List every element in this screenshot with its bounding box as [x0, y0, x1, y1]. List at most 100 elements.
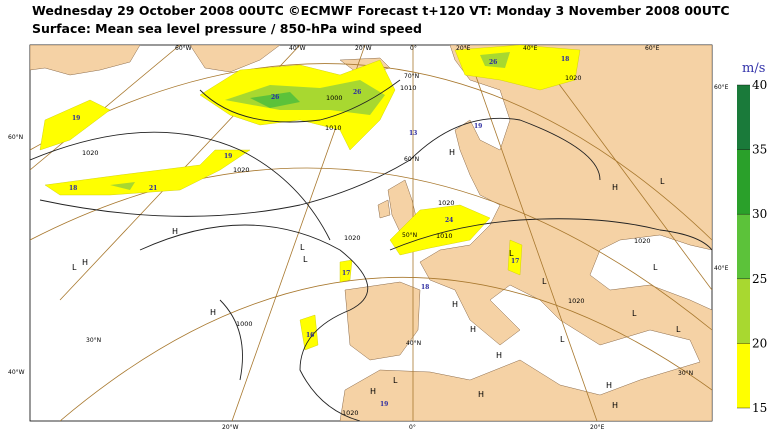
- longitude-label: 40°E: [523, 45, 538, 52]
- meridian: [529, 45, 712, 291]
- wind-area: [480, 52, 510, 68]
- isobar-label: 1020: [565, 74, 582, 82]
- isobar-label: 1020: [438, 199, 455, 207]
- meridian: [464, 45, 598, 421]
- wind-label: 17: [511, 258, 519, 265]
- wind-label: 24: [445, 217, 453, 224]
- longitude-label: 20°E: [590, 424, 605, 431]
- parallel: [30, 167, 712, 331]
- colorbar-label: 25: [752, 272, 767, 286]
- high-low: H: [606, 381, 612, 390]
- colorbar-label: 35: [752, 143, 767, 157]
- isobar: [389, 218, 712, 251]
- latitude-label: 70°N: [404, 73, 419, 80]
- longitude-label: 0°: [410, 45, 417, 52]
- high-low: L: [393, 376, 398, 385]
- colorbar-label: 30: [752, 207, 767, 221]
- high-low: L: [560, 335, 565, 344]
- latitude-label: 40°W: [8, 369, 25, 376]
- isobar-label: 1020: [568, 297, 585, 305]
- wind-label: 17: [342, 270, 350, 277]
- high-low: L: [632, 309, 637, 318]
- wind-area: [339, 259, 353, 283]
- land: [339, 45, 712, 421]
- wind-area: [44, 149, 251, 196]
- isobar-label: 1000: [326, 94, 343, 102]
- wind-area: [39, 99, 111, 151]
- high-low: L: [660, 177, 665, 186]
- wind-label: 26: [489, 59, 497, 66]
- isobar: [219, 299, 243, 381]
- wind-area: [110, 182, 135, 190]
- wind-label: 21: [149, 185, 157, 192]
- wind-label: 19: [474, 123, 482, 130]
- high-low: L: [300, 243, 305, 252]
- parallel: [59, 276, 712, 421]
- map-content: [30, 45, 712, 421]
- high-low: L: [509, 249, 514, 258]
- isobar-label: 1020: [342, 409, 359, 417]
- wind-label: 26: [271, 94, 279, 101]
- colorbar-band: [737, 85, 750, 150]
- land: [30, 45, 141, 76]
- high-low: H: [210, 308, 216, 317]
- longitude-label: 0°: [409, 424, 416, 431]
- isobar-label: 1020: [344, 234, 361, 242]
- colorbar-band: [737, 343, 750, 408]
- longitude-label: 60°E: [714, 84, 729, 91]
- high-low: H: [172, 227, 178, 236]
- longitude-label: 20°E: [456, 45, 471, 52]
- wind-area: [225, 80, 385, 115]
- latitude-label: 30°N: [86, 337, 101, 344]
- wind-area: [299, 314, 319, 351]
- wind-label: 19: [224, 153, 232, 160]
- wind-label: 16: [306, 332, 314, 339]
- high-low: H: [478, 390, 484, 399]
- isobar-label: 1010: [325, 124, 342, 132]
- wind-label: 18: [421, 284, 429, 291]
- longitude-label: 60°W: [175, 45, 192, 52]
- colorbar-band: [737, 149, 750, 215]
- wind-area: [507, 239, 523, 276]
- high-low: L: [653, 263, 658, 272]
- high-low: H: [612, 183, 618, 192]
- latitude-label: 60°N: [404, 156, 419, 163]
- high-low: L: [676, 325, 681, 334]
- isobar-label: 1020: [634, 237, 651, 245]
- high-low: H: [470, 325, 476, 334]
- land: [344, 281, 421, 361]
- high-low: L: [303, 255, 308, 264]
- colorbar-band: [737, 214, 750, 279]
- high-low: H: [496, 351, 502, 360]
- isobar: [199, 79, 401, 123]
- title: Wednesday 29 October 2008 00UTC ©ECMWF F…: [32, 3, 730, 18]
- longitude-label: 20°W: [355, 45, 372, 52]
- colorbar-label: 40: [752, 78, 767, 92]
- isobar-label: 1010: [436, 232, 453, 240]
- wind-label: 13: [409, 130, 417, 137]
- longitude-label: 40°W: [289, 45, 306, 52]
- longitude-label: 60°E: [645, 45, 660, 52]
- latitude-label: 40°N: [406, 340, 421, 347]
- colorbar-band: [737, 278, 750, 344]
- wind-label: 19: [380, 401, 388, 408]
- isobars: [30, 79, 712, 421]
- map: 60°W 40°W 20°W 0° 20°E 40°E 60°E 20°W 0°…: [8, 44, 729, 431]
- high-low: L: [542, 277, 547, 286]
- wind-label: 26: [353, 89, 361, 96]
- isobar: [30, 131, 331, 241]
- colorbar-label: 15: [752, 401, 767, 415]
- latitude-label: 50°N: [402, 232, 417, 239]
- wind-label: 18: [561, 56, 569, 63]
- colorbar-label: 20: [752, 336, 767, 350]
- wind-area: [389, 204, 491, 256]
- high-low: H: [82, 258, 88, 267]
- latitude-label: 30°N: [678, 370, 693, 377]
- isobar-label: 1010: [400, 84, 417, 92]
- land: [189, 45, 281, 73]
- wind-label: 18: [69, 185, 77, 192]
- subtitle: Surface: Mean sea level pressure / 850-h…: [32, 21, 422, 36]
- high-low: H: [449, 148, 455, 157]
- isobar: [139, 224, 369, 421]
